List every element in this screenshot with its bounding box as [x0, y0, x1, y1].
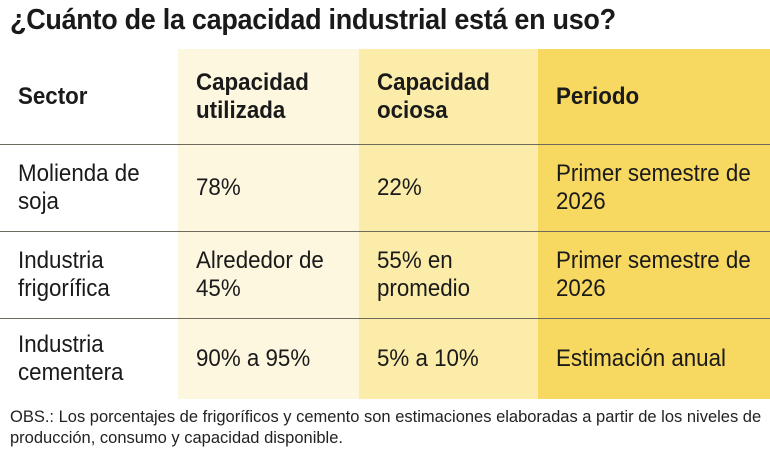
cell-periodo: Estimación anual — [538, 318, 770, 399]
cell-capacidad-utilizada: 78% — [178, 144, 359, 232]
cell-capacidad-ociosa: 5% a 10% — [359, 318, 538, 399]
cell-periodo: Primer semestre de 2026 — [538, 144, 770, 232]
table-header-row: Sector Capacidad utilizada Capacidad oci… — [0, 49, 770, 145]
cell-capacidad-utilizada: Alrededor de 45% — [178, 231, 359, 319]
cell-capacidad-utilizada: 90% a 95% — [178, 318, 359, 399]
cell-capacidad-ociosa: 22% — [359, 144, 538, 232]
table-row: Industria cementera 90% a 95% 5% a 10% E… — [0, 318, 770, 399]
capacity-table: Sector Capacidad utilizada Capacidad oci… — [0, 49, 770, 399]
cell-sector: Industria frigorífica — [0, 231, 178, 319]
cell-capacidad-ociosa: 55% en promedio — [359, 231, 538, 319]
header-periodo: Periodo — [538, 49, 770, 145]
header-capacidad-utilizada: Capacidad utilizada — [178, 49, 359, 145]
cell-sector: Molienda de soja — [0, 144, 178, 232]
table-row: Molienda de soja 78% 22% Primer semestre… — [0, 144, 770, 232]
footnote: OBS.: Los porcentajes de frigoríficos y … — [10, 408, 762, 447]
page-title: ¿Cuánto de la capacidad industrial está … — [10, 4, 616, 36]
header-capacidad-ociosa: Capacidad ociosa — [359, 49, 538, 145]
cell-sector: Industria cementera — [0, 318, 178, 399]
cell-periodo: Primer semestre de 2026 — [538, 231, 770, 319]
header-sector: Sector — [0, 49, 178, 145]
table-row: Industria frigorífica Alrededor de 45% 5… — [0, 231, 770, 319]
